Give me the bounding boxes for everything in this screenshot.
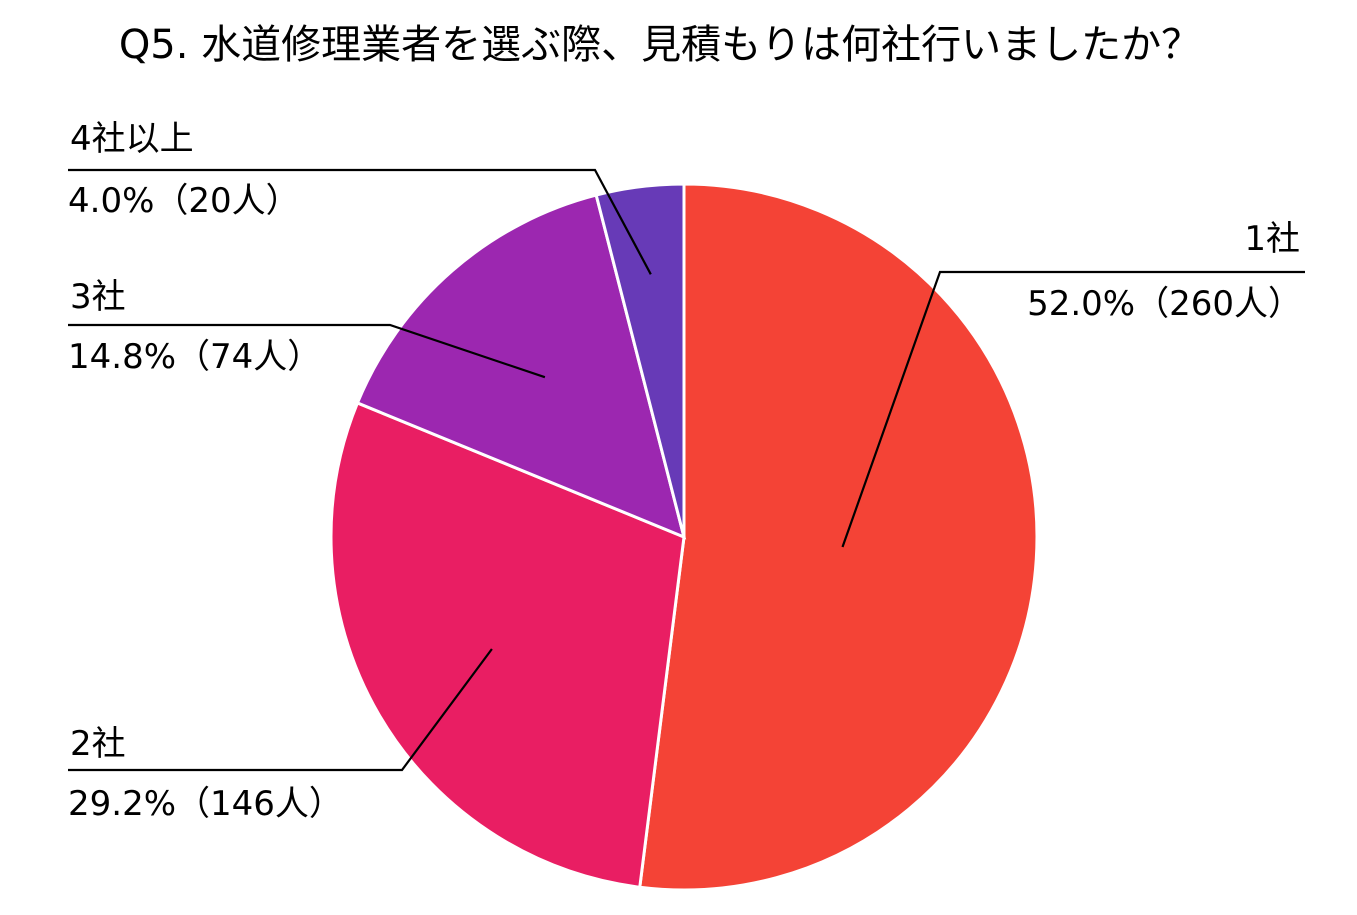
slice-label-value: 14.8%（74人） (68, 337, 321, 377)
slice-label-1sha: 1社 52.0%（260人） (1027, 219, 1302, 324)
slice-label-value: 52.0%（260人） (1027, 284, 1302, 324)
slice-label-category: 3社 (70, 277, 126, 317)
pie-slice-1 (638, 182, 1039, 892)
pie-slices (329, 182, 1039, 892)
leader-line-3 (68, 323, 546, 379)
chart-title: Q5. 水道修理業者を選ぶ際、見積もりは何社行いましたか？ (119, 22, 1201, 68)
slice-label-category: 2社 (70, 724, 126, 764)
slice-label-value: 4.0%（20人） (68, 181, 300, 221)
leader-line-1 (841, 270, 1305, 548)
pie-slice-3 (355, 193, 687, 540)
slice-label-category: 4社以上 (70, 119, 194, 159)
slice-label-category: 1社 (1244, 219, 1300, 259)
leader-lines (68, 168, 1305, 772)
pie-slice-2 (329, 400, 686, 889)
pie-slice-4 (594, 182, 686, 538)
slice-label-2sha: 2社 29.2%（146人） (68, 724, 343, 824)
slice-label-3sha: 3社 14.8%（74人） (68, 277, 321, 377)
slice-label-4sha-ijou: 4社以上 4.0%（20人） (68, 119, 300, 221)
slice-label-value: 29.2%（146人） (68, 784, 343, 824)
leader-line-4 (68, 168, 652, 275)
leader-line-2 (68, 648, 493, 772)
